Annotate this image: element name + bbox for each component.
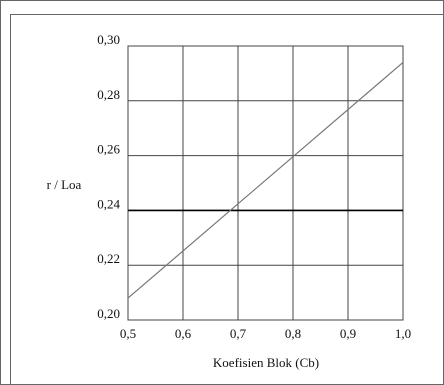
x-tick-label: 0,6 xyxy=(175,326,192,341)
y-tick-label: 0,20 xyxy=(97,306,120,321)
grid xyxy=(128,46,403,320)
series-line xyxy=(127,61,404,299)
y-axis-label: r / Loa xyxy=(47,177,82,192)
x-tick-label: 0,9 xyxy=(340,326,356,341)
series-group xyxy=(127,61,404,299)
x-tick-labels: 0,5 0,6 0,7 0,8 0,9 1,0 xyxy=(120,326,411,341)
y-tick-label: 0,24 xyxy=(97,196,120,211)
plot-frame xyxy=(127,45,404,321)
x-tick-label: 0,7 xyxy=(230,326,247,341)
x-tick-label: 0,5 xyxy=(120,326,136,341)
x-tick-label: 1,0 xyxy=(395,326,411,341)
y-tick-label: 0,28 xyxy=(97,87,120,102)
y-tick-label: 0,22 xyxy=(97,251,120,266)
y-tick-labels: 0,20 0,22 0,24 0,26 0,28 0,30 xyxy=(97,32,120,321)
x-axis-label: Koefisien Blok (Cb) xyxy=(213,355,319,370)
y-tick-label: 0,26 xyxy=(97,142,120,157)
x-tick-label: 0,8 xyxy=(285,326,301,341)
y-tick-label: 0,30 xyxy=(97,32,120,47)
